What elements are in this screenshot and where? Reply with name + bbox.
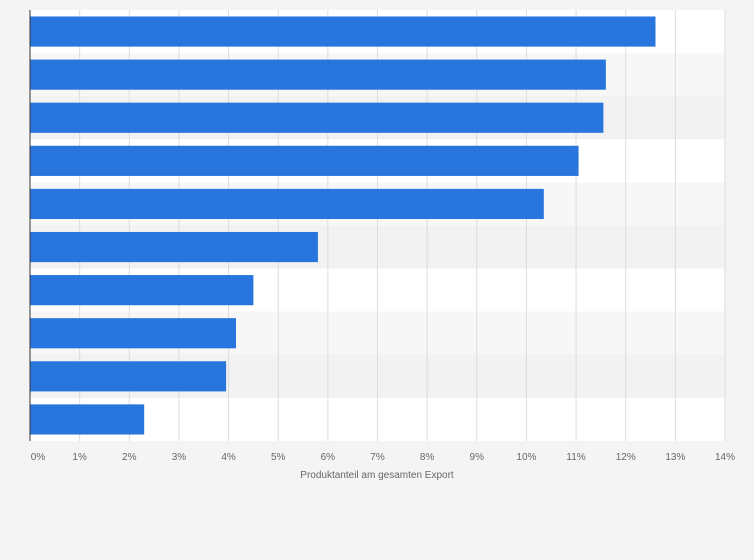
x-tick-label: 13% <box>665 452 685 463</box>
x-axis-title: Produktanteil am gesamten Export <box>300 470 454 481</box>
x-tick-label: 14% <box>715 452 735 463</box>
x-tick-label: 8% <box>420 452 435 463</box>
bar[interactable] <box>30 102 604 133</box>
bar[interactable] <box>30 318 237 349</box>
bar[interactable] <box>30 188 544 220</box>
bar[interactable] <box>30 59 606 90</box>
x-tick-label: 9% <box>470 452 485 463</box>
bar[interactable] <box>30 145 579 176</box>
x-tick-labels: 0% 1% 2% 3% 4% 5% 6% 7% 8% 9% 10% 11% 12% 13% 14% <box>31 452 735 463</box>
x-tick-label: 2% <box>122 452 137 463</box>
bar[interactable] <box>30 361 227 392</box>
bars <box>30 16 656 435</box>
bar[interactable] <box>30 231 318 263</box>
x-tick-label: 10% <box>516 452 536 463</box>
bar[interactable] <box>30 16 656 47</box>
x-tick-label: 1% <box>72 452 87 463</box>
bar[interactable] <box>30 275 254 306</box>
x-tick-label: 11% <box>566 452 585 463</box>
bar[interactable] <box>30 404 145 435</box>
x-tick-label: 5% <box>271 452 286 463</box>
x-tick-label: 3% <box>172 452 187 463</box>
x-tick-label: 0% <box>31 452 46 463</box>
x-tick-label: 6% <box>321 452 336 463</box>
x-tick-label: 7% <box>370 452 385 463</box>
x-tick-label: 4% <box>221 452 236 463</box>
x-tick-label: 12% <box>616 452 636 463</box>
